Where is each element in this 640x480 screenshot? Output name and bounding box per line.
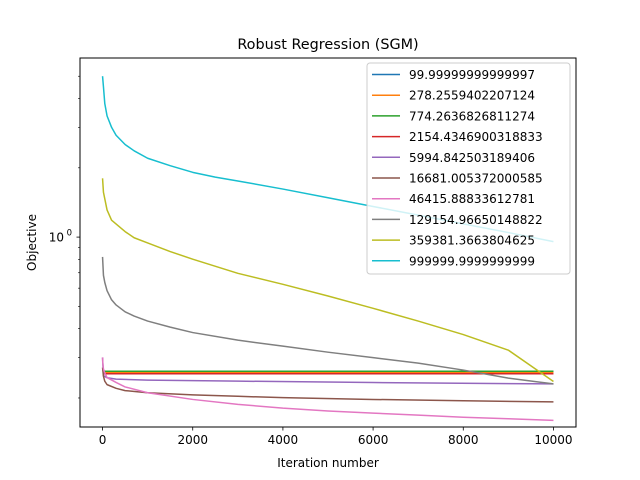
x-tick-label: 8000 [448,433,479,447]
legend-label: 999999.9999999999 [409,254,535,268]
x-axis-label: Iteration number [277,456,379,470]
y-axis-label: Objective [25,214,39,271]
series-line-7 [101,357,554,422]
legend-label: 5994.842503189406 [409,151,535,165]
x-tick-label: 2000 [177,433,208,447]
legend-label: 16681.005372000585 [409,172,543,186]
plot-frame [79,57,577,428]
x-tick-label: 4000 [268,433,299,447]
y-tick-label: 10 [49,231,64,245]
legend-label: 129154.96650148822 [409,213,543,227]
legend-label: 359381.3663804625 [409,234,535,248]
legend-label: 774.2636826811274 [409,109,535,123]
series-line-8 [101,256,554,385]
x-tick-label: 6000 [358,433,389,447]
legend-label: 2154.4346900318833 [409,130,543,144]
legend-label: 278.2559402207124 [409,89,535,103]
legend: 99.99999999999997 278.2559402207124 774.26… [366,62,571,275]
x-tick-label: 0 [99,433,107,447]
x-tick-label: 10000 [534,433,572,447]
legend-frame [366,62,571,275]
legend-label: 99.99999999999997 [409,68,535,82]
series-line-9 [101,178,554,383]
y-tick-label-exponent: 0 [67,229,72,239]
chart-title: Robust Regression (SGM) [237,37,418,53]
legend-label: 46415.88833612781 [409,192,535,206]
